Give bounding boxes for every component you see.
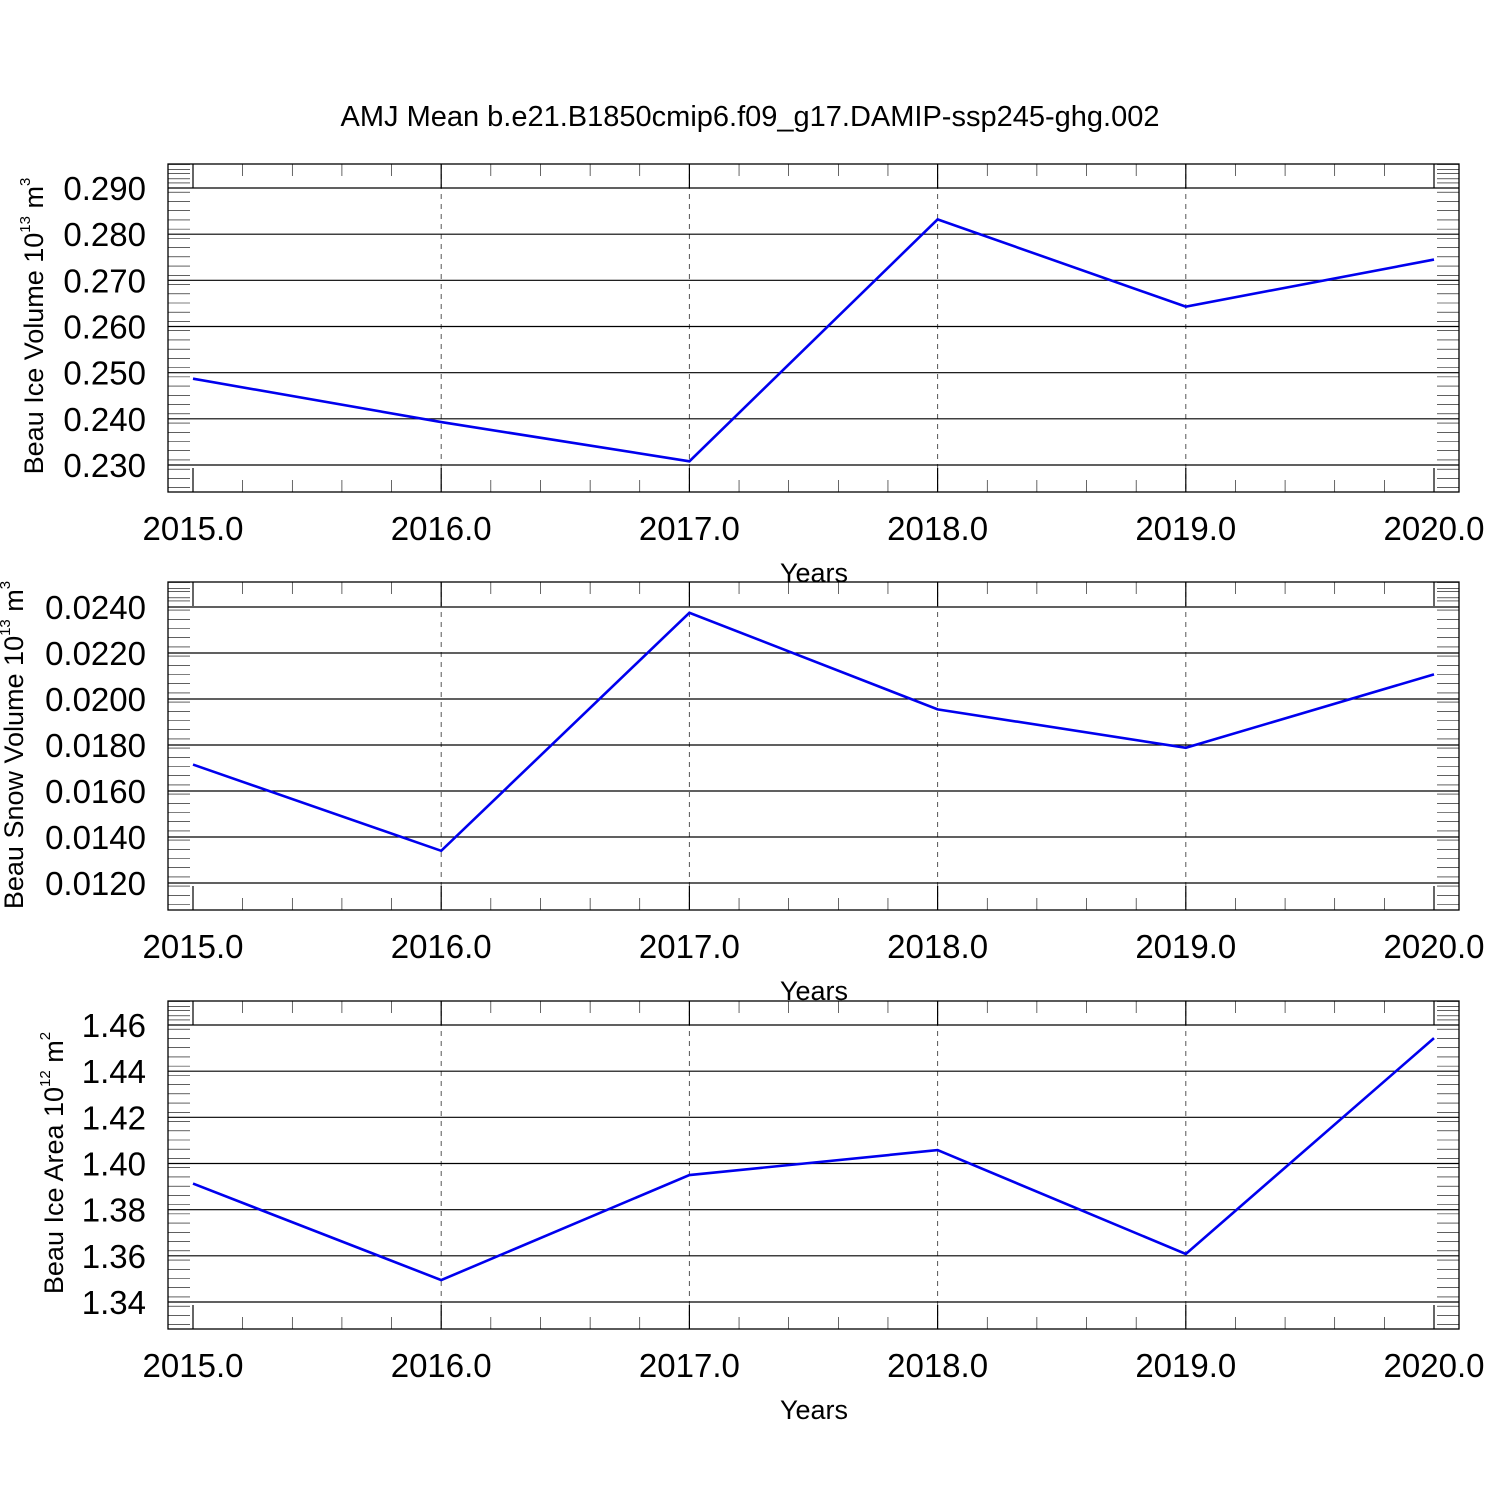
y-tick-label: 1.44: [82, 1053, 146, 1090]
x-tick-label: 2016.0: [391, 1347, 492, 1384]
y-tick-label: 1.40: [82, 1146, 146, 1183]
y-tick-label: 0.0220: [45, 635, 146, 672]
x-tick-label: 2020.0: [1384, 1347, 1485, 1384]
series-line-1: [192, 1037, 1435, 1282]
y-tick-label: 0.0180: [45, 727, 146, 764]
x-tick-label: 2018.0: [887, 928, 988, 965]
y-tick-label: 1.38: [82, 1192, 146, 1229]
y-axis-label-unit-exponent: 3: [17, 178, 34, 186]
panel-3: 1.46 1.44 1.42 1.40 1.38 1.36 1.34 2015.0 2016.0…: [37, 1000, 1485, 1425]
y-axis-label-unit: m: [19, 186, 49, 216]
y-tick-label: 0.0240: [45, 589, 146, 626]
series-line-1: [192, 217, 1435, 463]
y-tick-label: 0.240: [63, 401, 146, 438]
y-axis-label-text: Beau Snow Volume 10: [0, 636, 29, 909]
y-tick-label: 0.290: [63, 170, 146, 207]
y-axis-label-exponent: 13: [0, 619, 14, 636]
y-tick-label: 0.0140: [45, 819, 146, 856]
y-tick-label: 1.42: [82, 1099, 146, 1136]
x-tick-label: 2017.0: [639, 510, 740, 547]
plot-frame: [167, 1000, 1460, 1330]
y-axis-label: Beau Ice Area 1012 m2: [37, 1032, 69, 1294]
plot-frame: [167, 163, 1460, 493]
plot-frame: [167, 581, 1460, 911]
y-axis-label-exponent: 12: [37, 1070, 54, 1087]
panel-2: 0.0240 0.0220 0.0200 0.0180 0.0160 0.0140 0.01…: [0, 581, 1484, 1006]
y-tick-label: 0.250: [63, 355, 146, 392]
x-tick-label: 2017.0: [639, 1347, 740, 1384]
x-tick-label: 2019.0: [1135, 928, 1236, 965]
y-axis-label: Beau Snow Volume 1013 m3: [0, 581, 29, 909]
x-tick-label: 2015.0: [143, 1347, 244, 1384]
y-axis-label-text: Beau Ice Volume 10: [19, 233, 49, 475]
y-axis-label-text: Beau Ice Area 10: [39, 1087, 69, 1294]
y-tick-label: 0.0120: [45, 865, 146, 902]
x-tick-label: 2017.0: [639, 928, 740, 965]
y-tick-label: 1.36: [82, 1238, 146, 1275]
x-tick-label: 2015.0: [143, 510, 244, 547]
chart-panels: 0.290 0.280 0.270 0.260 0.250 0.240 0.230 2015.…: [0, 163, 1485, 1425]
y-axis-label-unit-exponent: 3: [0, 581, 14, 589]
y-axis-label-exponent: 13: [17, 216, 34, 233]
y-tick-label: 0.270: [63, 262, 146, 299]
y-axis-label-unit: m: [39, 1040, 69, 1070]
x-tick-label: 2016.0: [391, 928, 492, 965]
y-tick-label: 0.230: [63, 447, 146, 484]
x-tick-label: 2016.0: [391, 510, 492, 547]
y-axis-label: Beau Ice Volume 1013 m3: [17, 178, 49, 475]
panel-1: 0.290 0.280 0.270 0.260 0.250 0.240 0.230 2015.…: [17, 163, 1485, 588]
y-axis-label-unit: m: [0, 589, 29, 619]
x-tick-label: 2015.0: [143, 928, 244, 965]
y-tick-label: 0.0200: [45, 681, 146, 718]
x-axis-label: Years: [780, 558, 848, 588]
x-tick-label: 2020.0: [1384, 928, 1485, 965]
x-tick-label: 2018.0: [887, 510, 988, 547]
x-axis-label: Years: [780, 1395, 848, 1425]
y-axis-label-unit-exponent: 2: [37, 1032, 54, 1040]
y-tick-label: 1.46: [82, 1007, 146, 1044]
x-tick-label: 2020.0: [1384, 510, 1485, 547]
y-tick-label: 0.260: [63, 309, 146, 346]
x-tick-label: 2019.0: [1135, 510, 1236, 547]
y-tick-label: 0.0160: [45, 773, 146, 810]
x-tick-label: 2018.0: [887, 1347, 988, 1384]
series-line-1: [192, 611, 1435, 853]
chart-title: AMJ Mean b.e21.B1850cmip6.f09_g17.DAMIP-…: [341, 101, 1160, 133]
y-tick-label: 0.280: [63, 216, 146, 253]
x-tick-label: 2019.0: [1135, 1347, 1236, 1384]
y-tick-label: 1.34: [82, 1284, 146, 1321]
